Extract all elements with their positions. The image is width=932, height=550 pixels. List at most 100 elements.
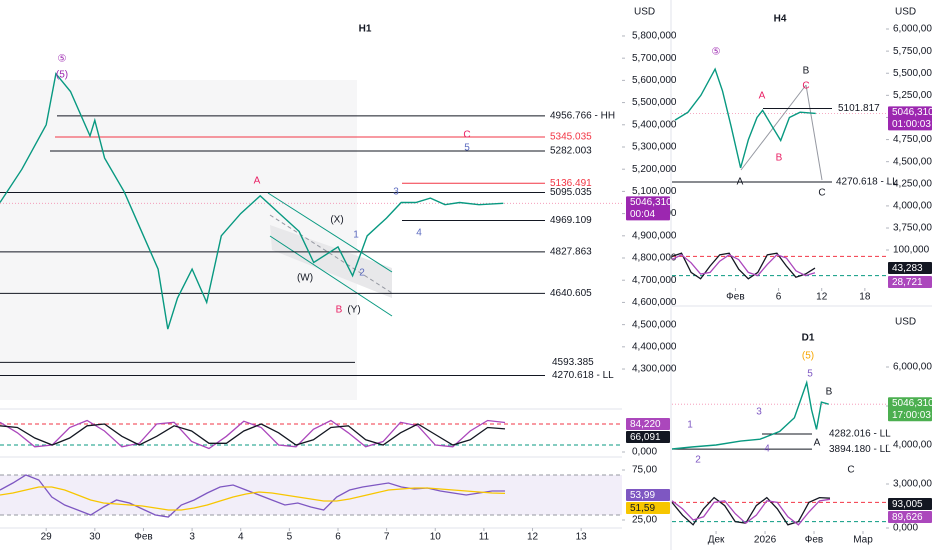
x-tick-label: 29 [41, 532, 53, 543]
y-tick-label: 5,800,000 [632, 31, 677, 42]
y-tick-label: 4,000,000 [893, 201, 932, 212]
price-tag-label: 5046,310 [630, 197, 672, 208]
oscillator-line [0, 486, 506, 511]
wave-label: 3 [393, 187, 399, 198]
level-label: 5345.035 [550, 132, 592, 143]
oscillator-tick-label: 75,00 [632, 465, 657, 476]
y-tick-label: 6,000,000 [893, 24, 932, 35]
panel-title: H1 [359, 24, 372, 35]
projection-line [805, 84, 823, 181]
level-label: 5282.003 [550, 146, 592, 157]
x-tick-label: 10 [430, 532, 442, 543]
currency-label: USD [895, 317, 916, 328]
y-tick-label: 6,000,000 [893, 362, 932, 373]
x-tick-label: 11 [479, 532, 490, 543]
x-tick-label: 30 [89, 532, 101, 543]
oscillator-line [671, 498, 831, 526]
x-tick-label: 7 [384, 532, 390, 543]
oscillator-tag [888, 498, 932, 510]
level-label: 3894.180 - LL [829, 444, 891, 455]
y-tick-label: 5,700,000 [632, 53, 677, 64]
wave-label: C [818, 188, 825, 199]
price-tag-label: 5046,310 [892, 107, 932, 118]
countdown-label: 01:00:03 [892, 119, 931, 130]
oscillator-tag-label: 89,626 [892, 512, 923, 523]
price-tag [888, 106, 932, 131]
x-tick-label: 6 [776, 292, 782, 303]
channel-lower [269, 235, 393, 317]
y-tick-label: 4,800,000 [632, 253, 677, 264]
oscillator-line [671, 496, 831, 526]
wave-label: (5) [802, 351, 814, 362]
y-tick-label: 4,700,000 [632, 275, 677, 286]
wave-label: A [759, 91, 766, 102]
price-series [671, 379, 829, 450]
x-tick-label: Фев [134, 532, 152, 543]
wave-label: B [826, 387, 833, 398]
price-tag [626, 196, 670, 221]
channel-middle [269, 214, 393, 294]
y-tick-label: 5,100,000 [632, 186, 677, 197]
wave-label: B [776, 153, 783, 164]
y-tick-label: 3,000,000 [893, 479, 932, 490]
y-tick-label: 4,250,000 [893, 178, 932, 189]
wave-label: (W) [297, 273, 313, 284]
price-series [674, 67, 816, 169]
wave-label: ⑤ [712, 47, 721, 58]
wave-label: (X) [330, 215, 343, 226]
oscillator-tag [626, 502, 670, 514]
channel-highlight [270, 225, 392, 298]
level-label: 5095.035 [550, 187, 592, 198]
channel-upper [267, 192, 393, 273]
wave-label: 2 [695, 455, 701, 466]
wave-label: 2 [359, 268, 365, 279]
y-tick-label: 5,750,000 [893, 46, 932, 57]
wave-label: 4 [764, 444, 770, 455]
wave-label: 1 [353, 230, 359, 241]
y-tick-label: 5,500,000 [893, 68, 932, 79]
price-tag [888, 397, 932, 422]
level-label: 4827.863 [550, 246, 592, 257]
x-tick-label: 12 [816, 292, 828, 303]
oscillator-band [0, 475, 622, 515]
level-label: 4956.766 - HH [550, 111, 615, 122]
y-tick-label: 4,000,000 [893, 440, 932, 451]
y-tick-label: 4,500,000 [893, 156, 932, 167]
x-tick-label: 5 [287, 532, 293, 543]
wave-label: 5 [464, 143, 470, 154]
y-tick-label: 4,600,000 [632, 297, 677, 308]
wave-label: A [737, 177, 744, 188]
wave-label: A [254, 176, 261, 187]
currency-label: USD [634, 7, 655, 18]
oscillator-tick-label: 25,00 [632, 515, 657, 526]
x-tick-label: 4 [238, 532, 244, 543]
y-tick-label: 5,250,000 [893, 90, 932, 101]
oscillator-tag-label: 93,005 [892, 499, 923, 510]
wave-label: B [336, 305, 343, 316]
y-tick-label: 4,500,000 [632, 319, 677, 330]
x-tick-label: 12 [527, 532, 539, 543]
oscillator-line [671, 254, 816, 277]
y-tick-label: 4,750,000 [893, 134, 932, 145]
wave-label: 5 [807, 369, 813, 380]
oscillator-line [671, 252, 816, 280]
level-label: 4282.016 - LL [829, 429, 891, 440]
oscillator-tag-label: 28,721 [892, 277, 923, 288]
level-label: 5101.817 [838, 103, 880, 114]
wave-label: 4 [416, 228, 422, 239]
oscillator-tag [888, 262, 932, 274]
oscillator-line [0, 423, 506, 446]
x-tick-label: 2026 [754, 535, 777, 546]
level-label: 4969.109 [550, 215, 592, 226]
level-label: 4270.618 - LL [552, 370, 614, 381]
oscillator-tag [888, 276, 932, 288]
wave-label: ⑤ [58, 54, 67, 65]
x-tick-label: Мар [853, 535, 873, 546]
panel-title: H4 [774, 14, 787, 25]
level-label: 4640.605 [550, 288, 592, 299]
y-tick-label: 4,400,000 [632, 341, 677, 352]
x-tick-label: Дек [708, 535, 725, 546]
oscillator-tag-label: 66,091 [630, 432, 661, 443]
oscillator-line [0, 419, 506, 450]
oscillator-tag-label: 43,283 [892, 263, 923, 274]
